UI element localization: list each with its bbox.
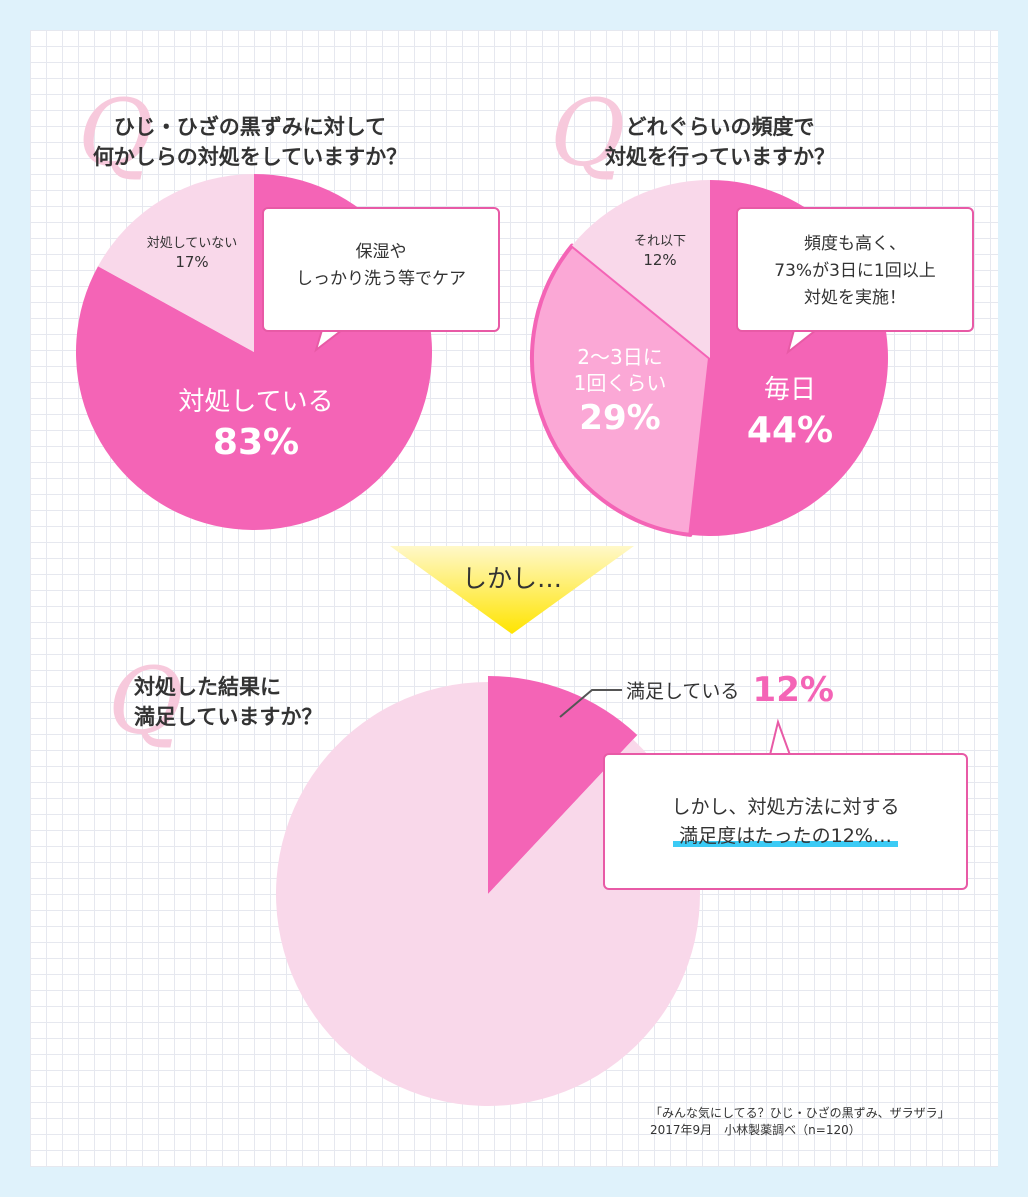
pie2-daily-label: 毎日 bbox=[763, 375, 816, 405]
pie2-less-label: それ以下 bbox=[633, 234, 686, 249]
pie2-slice-1 bbox=[530, 243, 712, 537]
pie2-slice-2 bbox=[572, 180, 710, 358]
pie1-slice-1 bbox=[98, 174, 254, 352]
source-note: 「みんな気にしてる？ひじ・ひざの黒ずみ、ザラザラ」 2017年9月 小林製薬調べ… bbox=[650, 1105, 950, 1139]
pie3-slice-1 bbox=[275, 682, 700, 1106]
pie3-satisfied-value: 12% bbox=[752, 670, 834, 710]
callout-1-line-2: しっかり洗う等でケア bbox=[296, 269, 466, 289]
pie2-2-3days-value: 29% bbox=[579, 398, 661, 438]
q-letter-1: Q bbox=[78, 80, 154, 187]
pie2-slice-label-daily: 毎日 44% bbox=[730, 374, 850, 455]
callout-2-line-2: 73%が3日に1回以上 bbox=[774, 261, 936, 281]
leader-line bbox=[559, 689, 622, 718]
pie-chart-3 bbox=[275, 676, 700, 1106]
callout-2-line-3: 対処を実施！ bbox=[804, 288, 906, 308]
pie2-daily-value: 44% bbox=[746, 409, 834, 451]
callout-1: 保湿や しっかり洗う等でケア bbox=[262, 207, 500, 332]
pie1-treating-value: 83% bbox=[212, 421, 300, 463]
question-title-1: ひじ・ひざの黒ずみに対して 何かしらの対処をしていますか？ bbox=[80, 112, 420, 172]
question-title-3: 対処した結果に 満足していますか？ bbox=[134, 672, 394, 732]
pie2-slice-label-2-3days: 2〜3日に 1回くらい 29% bbox=[560, 344, 680, 440]
callout-3-line-1: しかし、対処方法に対する bbox=[671, 796, 900, 818]
pie2-less-value: 12% bbox=[643, 250, 677, 269]
question-title-3-line-1: 対処した結果に bbox=[134, 675, 281, 699]
callout-3-line-2-wrap: 満足度はたったの12%… bbox=[605, 822, 966, 851]
pie1-slice-label-treating: 対処している 83% bbox=[146, 386, 366, 467]
callout-2: 頻度も高く、 73%が3日に1回以上 対処を実施！ bbox=[736, 207, 974, 332]
question-title-3-line-2: 満足していますか？ bbox=[134, 705, 323, 729]
callout-2-line-1: 頻度も高く、 bbox=[804, 234, 906, 254]
source-note-line-2: 2017年9月 小林製薬調べ（n=120） bbox=[650, 1123, 861, 1137]
question-title-2-line-2: 対処を行っていますか？ bbox=[605, 145, 835, 169]
pie1-slice-label-not-treating: 対処していない 17% bbox=[132, 236, 252, 272]
pie3-satisfied-label-group: 満足している 12% bbox=[626, 670, 834, 710]
pie1-not-treating-value: 17% bbox=[175, 252, 209, 271]
pie1-treating-label: 対処している bbox=[178, 387, 334, 417]
pie3-slice-0 bbox=[488, 676, 638, 894]
pie2-2-3days-label-line-1: 2〜3日に bbox=[577, 345, 663, 369]
q-letter-2: Q bbox=[550, 80, 626, 187]
question-title-2-line-1: どれぐらいの頻度で bbox=[625, 115, 815, 139]
callout-3-line-2: 満足度はたったの12%… bbox=[673, 825, 898, 847]
pie1-not-treating-label: 対処していない bbox=[146, 236, 238, 251]
callout-3: しかし、対処方法に対する 満足度はたったの12%… bbox=[603, 753, 968, 890]
pie3-satisfied-label: 満足している bbox=[626, 680, 740, 703]
source-note-line-1: 「みんな気にしてる？ひじ・ひざの黒ずみ、ザラザラ」 bbox=[650, 1106, 950, 1120]
q-letter-3: Q bbox=[108, 648, 184, 755]
callout-1-line-1: 保湿や bbox=[355, 242, 407, 262]
transition-label: しかし… bbox=[461, 564, 562, 593]
question-title-1-line-1: ひじ・ひざの黒ずみに対して bbox=[113, 115, 387, 139]
callout-tail-3 bbox=[768, 718, 792, 756]
pie2-2-3days-label-line-2: 1回くらい bbox=[573, 371, 667, 395]
question-title-2: どれぐらいの頻度で 対処を行っていますか？ bbox=[560, 112, 880, 172]
pie2-slice-label-less: それ以下 12% bbox=[610, 234, 710, 270]
question-title-1-line-2: 何かしらの対処をしていますか？ bbox=[92, 145, 408, 169]
down-arrow bbox=[390, 546, 634, 634]
